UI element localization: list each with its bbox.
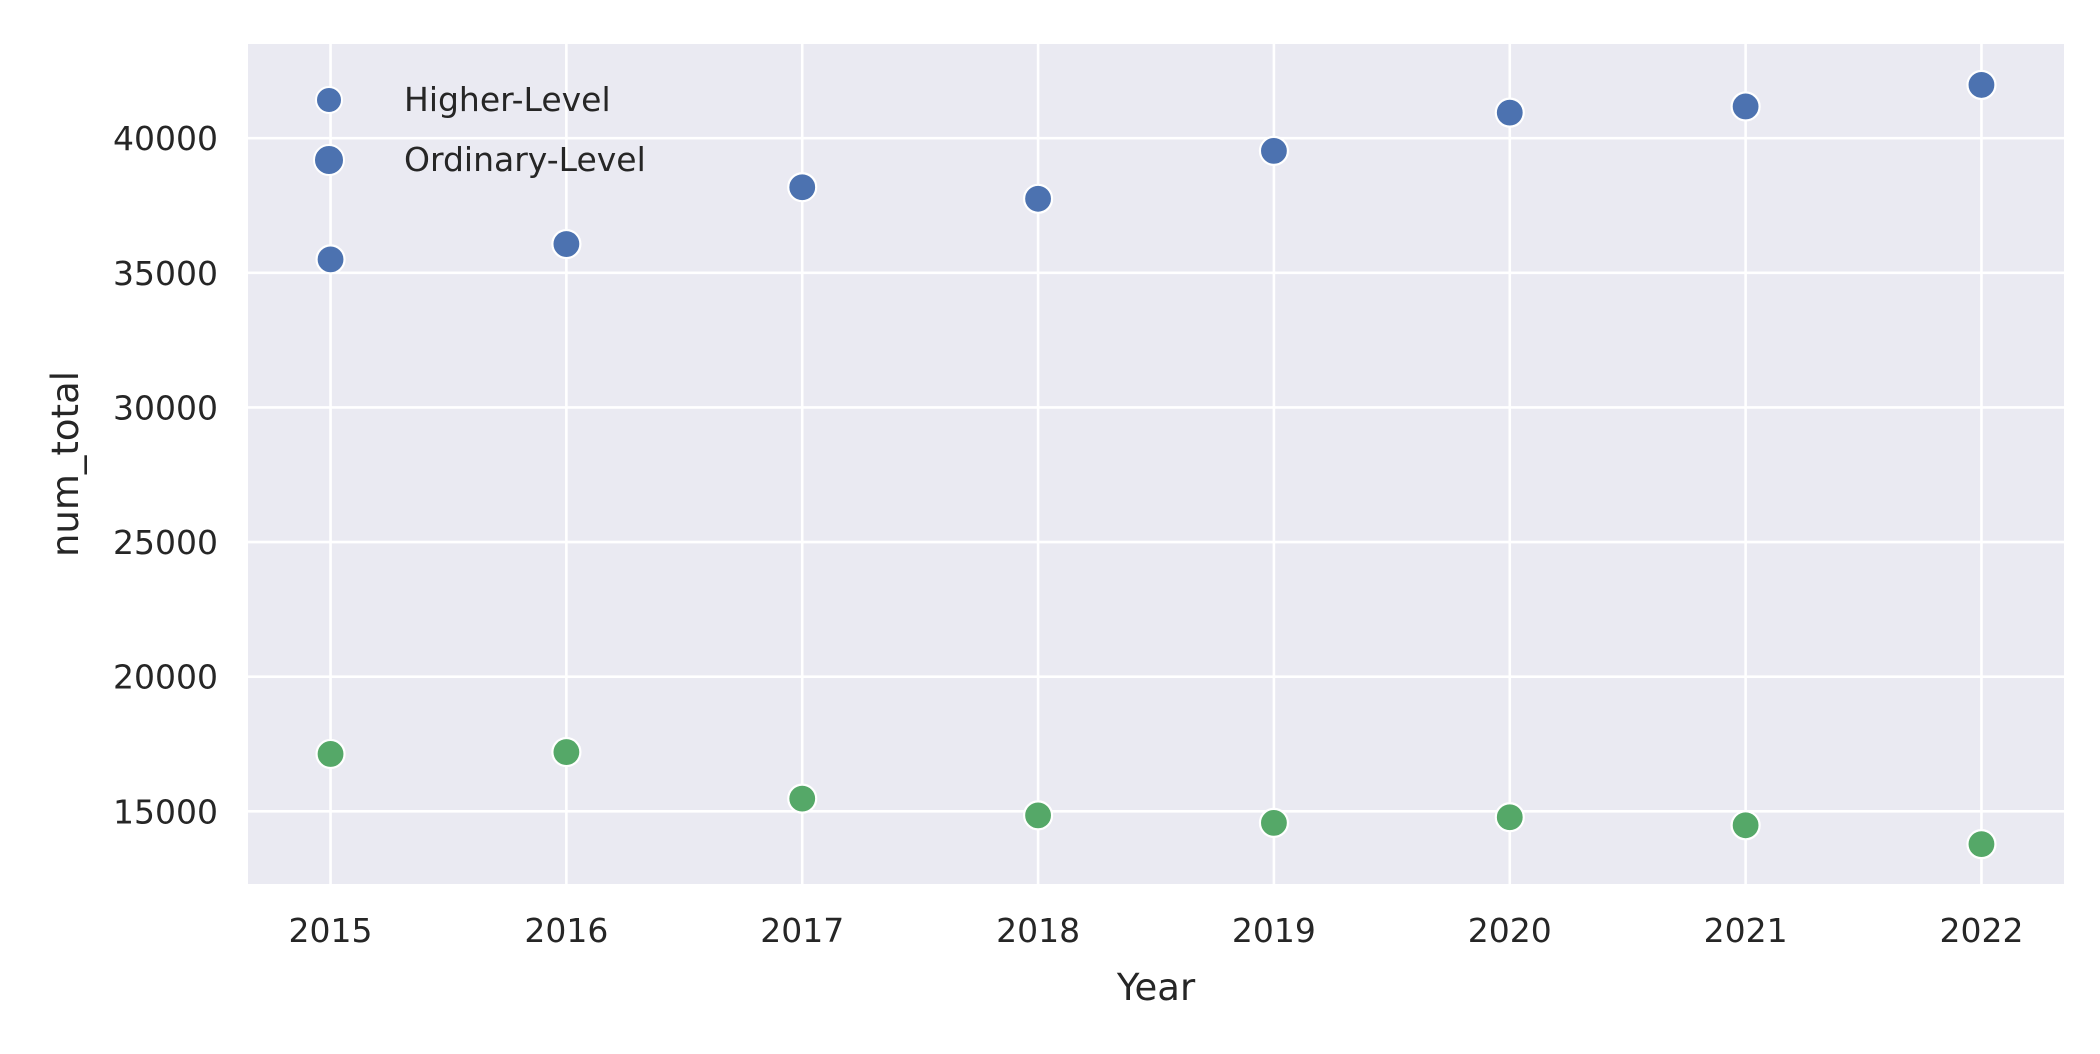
x-tick-label: 2015	[289, 911, 373, 950]
y-axis-label: num_total	[44, 371, 87, 557]
x-tick-labels: 2015 2016 2017 2018 2019 2020 2021 2022	[289, 911, 2024, 950]
data-point	[315, 244, 346, 275]
data-point	[1022, 183, 1054, 214]
data-point	[1730, 810, 1761, 841]
y-tick-label: 30000	[113, 388, 218, 427]
legend-label: Ordinary-Level	[404, 140, 646, 179]
y-tick-label: 25000	[113, 523, 218, 562]
data-point	[787, 783, 818, 814]
x-tick-label: 2018	[996, 911, 1080, 950]
data-point	[551, 736, 582, 768]
data-point	[1258, 135, 1290, 166]
x-tick-label: 2016	[524, 911, 608, 950]
legend-marker	[315, 86, 343, 114]
series-higher-level	[315, 69, 1997, 275]
x-tick-label: 2017	[760, 911, 844, 950]
data-point	[551, 228, 582, 260]
data-point	[1494, 97, 1525, 128]
y-tick-label: 40000	[113, 119, 218, 158]
data-point	[1730, 91, 1761, 122]
y-tick-label: 35000	[113, 254, 218, 293]
x-tick-label: 2019	[1232, 911, 1316, 950]
legend: Higher-Level Ordinary-Level	[313, 80, 646, 179]
plot-area	[248, 44, 2064, 884]
data-points	[315, 69, 1997, 860]
data-point	[1966, 829, 1997, 860]
x-axis-label: Year	[1116, 966, 1196, 1009]
y-tick-labels: 15000 20000 25000 30000 35000 40000	[113, 119, 218, 831]
x-tick-label: 2021	[1704, 911, 1788, 950]
x-tick-label: 2020	[1468, 911, 1552, 950]
data-point	[315, 738, 346, 770]
data-point	[1258, 807, 1290, 838]
y-tick-label: 20000	[113, 658, 218, 697]
data-point	[787, 172, 818, 203]
data-point	[1022, 800, 1054, 831]
y-tick-label: 15000	[113, 792, 218, 831]
data-point	[1494, 802, 1525, 833]
series-ordinary-level	[315, 736, 1997, 860]
x-tick-label: 2022	[1939, 911, 2023, 950]
legend-marker	[313, 144, 345, 176]
legend-label: Higher-Level	[404, 80, 611, 119]
data-point	[1966, 69, 1997, 101]
